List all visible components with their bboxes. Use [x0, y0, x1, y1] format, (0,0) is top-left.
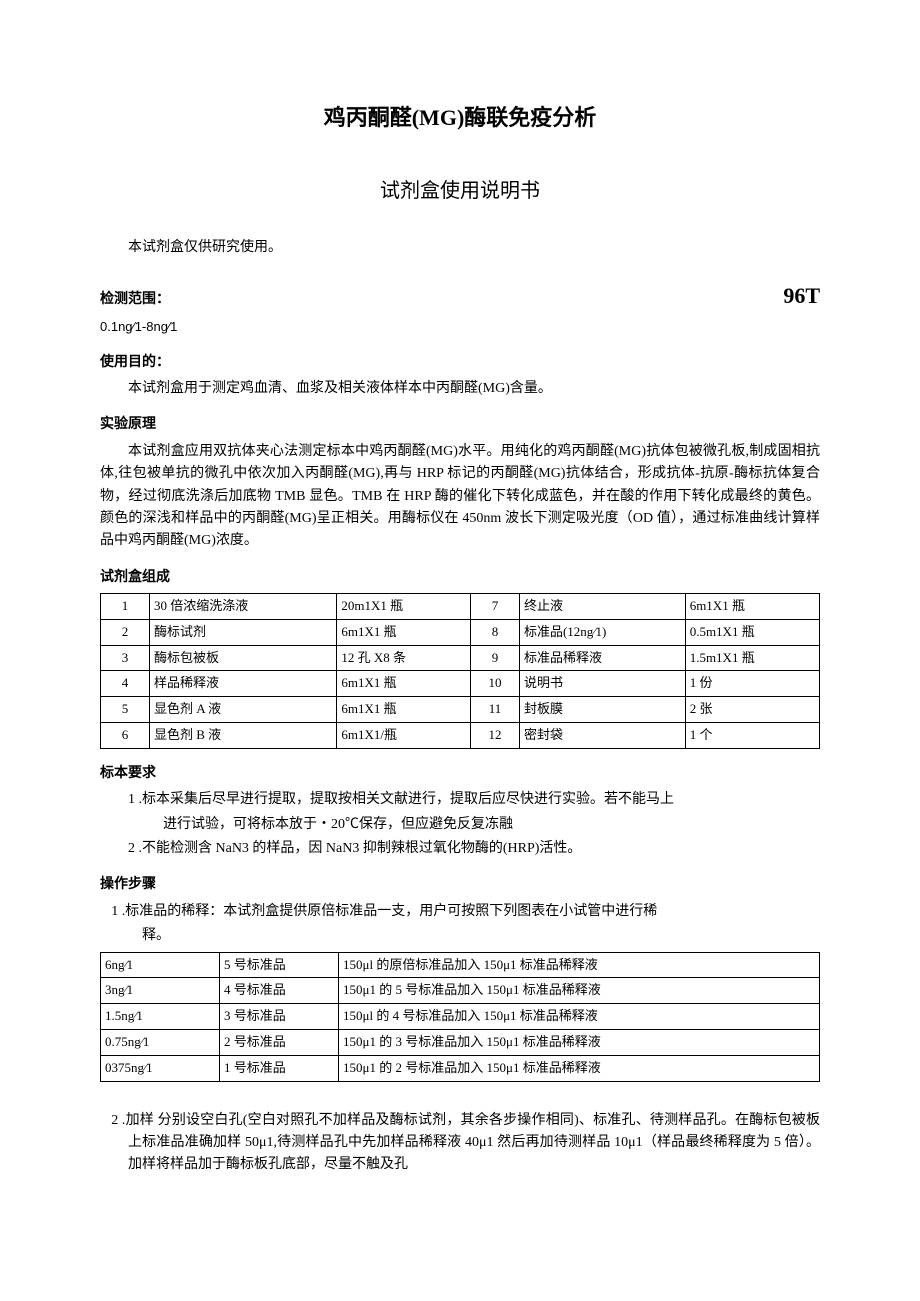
table-row: 4样品稀释液6m1X1 瓶10说明书1 份	[101, 671, 820, 697]
principle-text: 本试剂盒应用双抗体夹心法测定标本中鸡丙酮醛(MG)水平。用纯化的鸡丙酮醛(MG)…	[100, 441, 820, 553]
table-cell: 6m1X1 瓶	[337, 671, 471, 697]
kit-table: 130 倍浓缩洗涤液20m1X1 瓶7终止液6m1X1 瓶2酶标试剂6m1X1 …	[100, 593, 820, 749]
table-cell: 1.5ng∕1	[101, 1004, 220, 1030]
table-cell: 12 孔 X8 条	[337, 645, 471, 671]
sample-item-1: 1 .标本采集后尽早进行提取，提取按相关文献进行，提取后应尽快进行实验。若不能马…	[100, 789, 820, 811]
table-cell: 2 张	[685, 697, 819, 723]
principle-head: 实验原理	[100, 414, 820, 436]
table-row: 5显色剂 A 液6m1X1 瓶11封板膜2 张	[101, 697, 820, 723]
step-1b: 释。	[100, 925, 820, 947]
table-row: 2酶标试剂6m1X1 瓶8标准品(12ng∕1)0.5m1X1 瓶	[101, 619, 820, 645]
table-cell: 3 号标准品	[220, 1004, 339, 1030]
range-value: 0.1ng∕1-8ng∕1	[100, 317, 820, 338]
table-cell: 显色剂 B 液	[150, 723, 337, 749]
table-cell: 标准品(12ng∕1)	[519, 619, 685, 645]
table-row: 6显色剂 B 液6m1X1/瓶12密封袋1 个	[101, 723, 820, 749]
table-cell: 150μ1 的 3 号标准品加入 150μ1 标准品稀释液	[339, 1029, 820, 1055]
table-cell: 酶标试剂	[150, 619, 337, 645]
format-96t: 96T	[783, 278, 820, 313]
table-cell: 5	[101, 697, 150, 723]
table-cell: 4 号标准品	[220, 978, 339, 1004]
table-row: 1.5ng∕13 号标准品150μl 的 4 号标准品加入 150μ1 标准品稀…	[101, 1004, 820, 1030]
table-cell: 显色剂 A 液	[150, 697, 337, 723]
table-cell: 6m1X1 瓶	[337, 697, 471, 723]
range-label: 检测范围：	[100, 289, 170, 311]
table-cell: 酶标包被板	[150, 645, 337, 671]
table-cell: 0.75ng∕1	[101, 1029, 220, 1055]
step-2: 2 .加样 分别设空白孔(空白对照孔不加样品及酶标试剂，其余各步操作相同)、标准…	[100, 1110, 820, 1177]
table-cell: 密封袋	[519, 723, 685, 749]
table-cell: 6m1X1 瓶	[685, 594, 819, 620]
table-cell: 8	[470, 619, 519, 645]
page: 鸡丙酮醛(MG)酶联免疫分析 试剂盒使用说明书 本试剂盒仅供研究使用。 检测范围…	[0, 0, 920, 1301]
sample-head: 标本要求	[100, 763, 820, 785]
table-row: 3ng∕14 号标准品150μ1 的 5 号标准品加入 150μ1 标准品稀释液	[101, 978, 820, 1004]
table-cell: 150μ1 的 2 号标准品加入 150μ1 标准品稀释液	[339, 1055, 820, 1081]
table-cell: 4	[101, 671, 150, 697]
table-cell: 封板膜	[519, 697, 685, 723]
table-cell: 6ng∕1	[101, 952, 220, 978]
table-row: 3酶标包被板12 孔 X8 条9标准品稀释液1.5m1X1 瓶	[101, 645, 820, 671]
table-cell: 6m1X1 瓶	[337, 619, 471, 645]
table-cell: 1 个	[685, 723, 819, 749]
steps-head: 操作步骤	[100, 874, 820, 896]
table-cell: 6	[101, 723, 150, 749]
table-cell: 0375ng∕1	[101, 1055, 220, 1081]
table-row: 6ng∕15 号标准品150μl 的原倍标准品加入 150μ1 标准品稀释液	[101, 952, 820, 978]
table-cell: 标准品稀释液	[519, 645, 685, 671]
title-sub: 试剂盒使用说明书	[100, 175, 820, 207]
table-cell: 1 份	[685, 671, 819, 697]
table-cell: 2	[101, 619, 150, 645]
dilution-table: 6ng∕15 号标准品150μl 的原倍标准品加入 150μ1 标准品稀释液3n…	[100, 952, 820, 1082]
table-cell: 150μl 的原倍标准品加入 150μ1 标准品稀释液	[339, 952, 820, 978]
table-cell: 3ng∕1	[101, 978, 220, 1004]
title-main: 鸡丙酮醛(MG)酶联免疫分析	[100, 100, 820, 135]
table-row: 130 倍浓缩洗涤液20m1X1 瓶7终止液6m1X1 瓶	[101, 594, 820, 620]
table-row: 0.75ng∕12 号标准品150μ1 的 3 号标准品加入 150μ1 标准品…	[101, 1029, 820, 1055]
purpose-text: 本试剂盒用于测定鸡血清、血浆及相关液体样本中丙酮醛(MG)含量。	[100, 378, 820, 400]
sample-item-1b: 进行试验，可将标本放于・20℃保存，但应避免反复冻融	[100, 814, 820, 836]
table-cell: 12	[470, 723, 519, 749]
table-cell: 1 号标准品	[220, 1055, 339, 1081]
table-cell: 1.5m1X1 瓶	[685, 645, 819, 671]
table-cell: 0.5m1X1 瓶	[685, 619, 819, 645]
table-cell: 20m1X1 瓶	[337, 594, 471, 620]
table-cell: 5 号标准品	[220, 952, 339, 978]
table-cell: 11	[470, 697, 519, 723]
range-row: 检测范围： 96T	[100, 278, 820, 313]
sample-item-2: 2 .不能检测含 NaN3 的样品，因 NaN3 抑制辣根过氧化物酶的(HRP)…	[100, 838, 820, 860]
table-cell: 150μ1 的 5 号标准品加入 150μ1 标准品稀释液	[339, 978, 820, 1004]
table-cell: 30 倍浓缩洗涤液	[150, 594, 337, 620]
table-cell: 说明书	[519, 671, 685, 697]
table-cell: 10	[470, 671, 519, 697]
spacer	[100, 1088, 820, 1108]
table-cell: 3	[101, 645, 150, 671]
table-cell: 样品稀释液	[150, 671, 337, 697]
table-cell: 终止液	[519, 594, 685, 620]
purpose-head: 使用目的：	[100, 352, 820, 374]
step-1: 1 .标准品的稀释：本试剂盒提供原倍标准品一支，用户可按照下列图表在小试管中进行…	[100, 901, 820, 923]
table-cell: 150μl 的 4 号标准品加入 150μ1 标准品稀释液	[339, 1004, 820, 1030]
table-cell: 7	[470, 594, 519, 620]
table-cell: 1	[101, 594, 150, 620]
table-cell: 6m1X1/瓶	[337, 723, 471, 749]
table-cell: 9	[470, 645, 519, 671]
kit-head: 试剂盒组成	[100, 567, 820, 589]
table-cell: 2 号标准品	[220, 1029, 339, 1055]
research-only-note: 本试剂盒仅供研究使用。	[100, 237, 820, 259]
table-row: 0375ng∕11 号标准品150μ1 的 2 号标准品加入 150μ1 标准品…	[101, 1055, 820, 1081]
